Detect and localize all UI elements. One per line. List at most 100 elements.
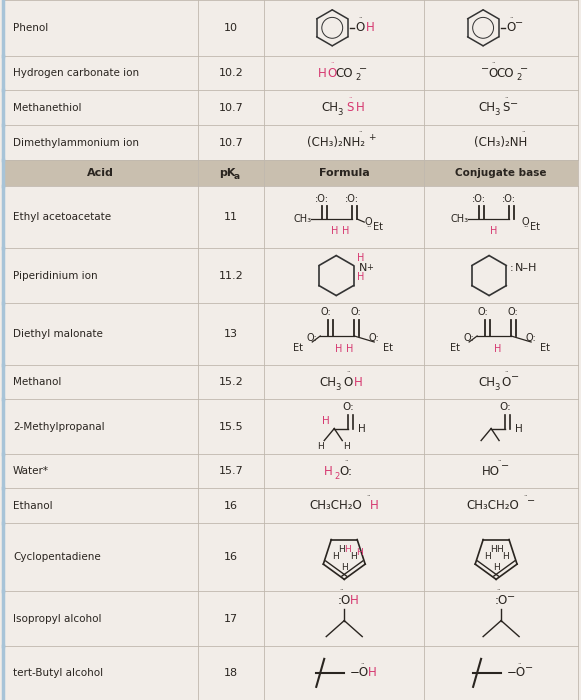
Text: O̤: O̤: [364, 216, 372, 226]
Text: Piperidinium ion: Piperidinium ion: [13, 270, 98, 281]
Text: 3: 3: [336, 382, 341, 391]
Text: Et: Et: [373, 222, 383, 232]
Text: H: H: [358, 424, 366, 433]
Text: O: O: [343, 375, 353, 389]
Text: 2-Methylpropanal: 2-Methylpropanal: [13, 421, 105, 431]
Text: H: H: [341, 563, 347, 572]
Bar: [3, 303, 578, 365]
Text: O: O: [501, 375, 511, 389]
Text: 16: 16: [224, 552, 238, 562]
Bar: [3, 365, 578, 400]
Bar: [3, 186, 578, 248]
Text: Isopropyl alcohol: Isopropyl alcohol: [13, 614, 102, 624]
Text: 16: 16: [224, 501, 238, 511]
Text: O:: O:: [307, 333, 318, 343]
Text: O̤: O̤: [521, 216, 529, 226]
Text: Conjugate base: Conjugate base: [456, 168, 547, 178]
Text: CO: CO: [335, 66, 353, 80]
Text: H: H: [350, 594, 358, 607]
Text: ¨: ¨: [345, 461, 348, 467]
Text: Cyclopentadiene: Cyclopentadiene: [13, 552, 101, 562]
Text: Methanethiol: Methanethiol: [13, 103, 81, 113]
Text: H: H: [368, 666, 377, 680]
Text: :O:: :O:: [345, 194, 359, 204]
Text: ¨: ¨: [496, 591, 500, 596]
Text: ¨: ¨: [497, 461, 501, 467]
Text: −O: −O: [350, 666, 370, 680]
Text: a: a: [234, 172, 240, 181]
Text: Et: Et: [540, 343, 550, 353]
Text: H: H: [356, 548, 363, 557]
Text: N: N: [358, 262, 367, 272]
Text: 18: 18: [224, 668, 238, 678]
Bar: [3, 248, 578, 303]
Text: H: H: [490, 226, 498, 236]
Text: H: H: [484, 552, 490, 561]
Text: O:: O:: [342, 402, 354, 412]
Text: Diethyl malonate: Diethyl malonate: [13, 329, 103, 339]
Text: 2: 2: [517, 73, 522, 82]
Text: 3: 3: [494, 382, 500, 391]
Text: ¨: ¨: [492, 63, 495, 69]
Text: 11.2: 11.2: [218, 270, 243, 281]
Text: H: H: [322, 416, 330, 426]
Bar: [3, 125, 578, 160]
Text: H: H: [342, 226, 349, 236]
Text: Dimethylammonium ion: Dimethylammonium ion: [13, 138, 139, 148]
Text: H: H: [357, 272, 364, 281]
Text: O:: O:: [464, 333, 475, 343]
Text: Water*: Water*: [13, 466, 49, 476]
Text: ¨: ¨: [360, 664, 364, 670]
Text: +: +: [367, 263, 374, 272]
Text: ¨: ¨: [510, 18, 513, 24]
Text: O:: O:: [340, 465, 353, 477]
Text: ¨: ¨: [517, 664, 521, 670]
Text: Ethyl acetoacetate: Ethyl acetoacetate: [13, 212, 111, 222]
Text: −: −: [510, 99, 518, 109]
Text: S: S: [346, 102, 354, 114]
Text: pK: pK: [219, 168, 235, 178]
Text: −: −: [359, 64, 367, 74]
Text: H: H: [335, 344, 342, 354]
Text: Et: Et: [530, 222, 540, 232]
Text: O: O: [356, 21, 365, 34]
Text: ¨: ¨: [367, 496, 370, 502]
Text: O:: O:: [499, 402, 511, 412]
Text: tert-Butyl alcohol: tert-Butyl alcohol: [13, 668, 103, 678]
Text: ¨: ¨: [358, 18, 362, 24]
Text: ¨: ¨: [346, 372, 350, 378]
Text: H: H: [332, 552, 339, 561]
Text: Phenol: Phenol: [13, 23, 48, 33]
Text: ¨: ¨: [504, 372, 508, 378]
Text: +: +: [368, 133, 376, 142]
Text: CH₃CH₂O: CH₃CH₂O: [310, 499, 363, 512]
Text: 11: 11: [224, 212, 238, 222]
Bar: [3, 645, 578, 700]
Bar: [3, 524, 578, 592]
Text: O:: O:: [351, 307, 361, 317]
Text: CH₃CH₂O: CH₃CH₂O: [467, 499, 519, 512]
Text: H: H: [490, 545, 497, 554]
Text: :O: :O: [494, 594, 508, 607]
Text: H: H: [356, 102, 365, 114]
Bar: [3, 592, 578, 645]
Text: −: −: [501, 461, 509, 471]
Text: :O:: :O:: [502, 194, 516, 204]
Text: CH: CH: [479, 102, 496, 114]
Text: Et: Et: [293, 343, 303, 353]
Text: S: S: [503, 102, 510, 114]
Text: O: O: [328, 66, 337, 80]
Text: 10.7: 10.7: [218, 138, 243, 148]
Text: Methanol: Methanol: [13, 377, 61, 387]
Text: ¨: ¨: [504, 98, 508, 104]
Text: −: −: [511, 372, 519, 382]
Text: H: H: [318, 66, 327, 80]
Text: :O: :O: [338, 594, 351, 607]
Text: CH: CH: [320, 375, 337, 389]
Text: Acid: Acid: [87, 168, 114, 178]
Text: HO: HO: [482, 465, 500, 477]
Text: :O:: :O:: [472, 194, 486, 204]
Text: 2: 2: [335, 472, 340, 481]
Text: :: :: [510, 262, 513, 272]
Text: ¨: ¨: [358, 132, 362, 139]
